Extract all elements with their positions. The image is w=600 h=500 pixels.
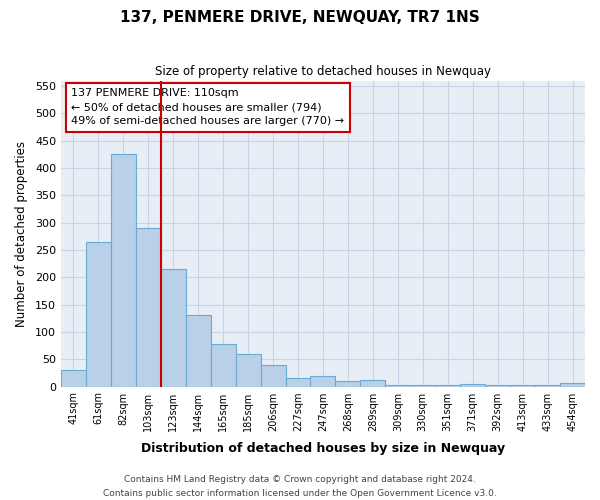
Bar (86, 242, 111, 386)
Bar (260, 364, 286, 386)
Bar (236, 354, 260, 386)
Text: 137 PENMERE DRIVE: 110sqm
← 50% of detached houses are smaller (794)
49% of semi: 137 PENMERE DRIVE: 110sqm ← 50% of detac… (71, 88, 344, 126)
Bar (186, 316, 211, 386)
Bar (535, 385, 560, 386)
Bar (361, 380, 385, 386)
Bar (410, 385, 435, 386)
Bar (286, 378, 310, 386)
Bar (435, 385, 460, 386)
Bar (161, 269, 186, 386)
Bar (335, 381, 361, 386)
Bar (510, 385, 535, 386)
Bar (211, 344, 236, 387)
Bar (111, 154, 136, 386)
Bar (61, 370, 86, 386)
Y-axis label: Number of detached properties: Number of detached properties (15, 140, 28, 326)
Bar (460, 384, 485, 386)
Bar (310, 376, 335, 386)
Title: Size of property relative to detached houses in Newquay: Size of property relative to detached ho… (155, 65, 491, 78)
Bar (136, 228, 161, 386)
Bar (485, 385, 510, 386)
X-axis label: Distribution of detached houses by size in Newquay: Distribution of detached houses by size … (141, 442, 505, 455)
Text: 137, PENMERE DRIVE, NEWQUAY, TR7 1NS: 137, PENMERE DRIVE, NEWQUAY, TR7 1NS (120, 10, 480, 25)
Bar (560, 383, 585, 386)
Text: Contains HM Land Registry data © Crown copyright and database right 2024.
Contai: Contains HM Land Registry data © Crown c… (103, 476, 497, 498)
Bar (385, 385, 410, 386)
